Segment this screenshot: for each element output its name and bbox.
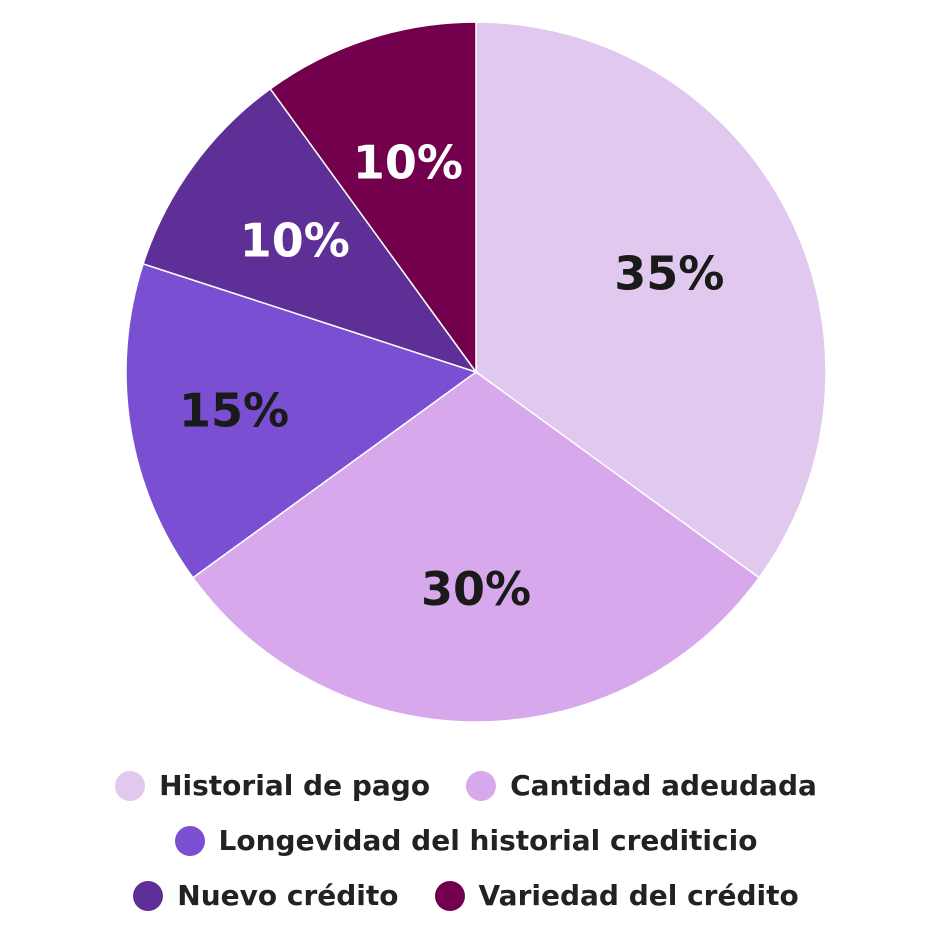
pie-slice: [269, 21, 477, 375]
legend-item: Longevidad del historial crediticio: [174, 824, 758, 857]
legend-row: Nuevo crédito Variedad del crédito: [0, 868, 932, 923]
legend: Historial de pago Cantidad adeudada Longev…: [0, 758, 932, 923]
legend-label: Variedad del crédito: [478, 879, 799, 912]
legend-item: Historial de pago: [115, 769, 430, 802]
legend-item: Nuevo crédito: [133, 879, 399, 912]
legend-swatch: [434, 880, 465, 911]
legend-label: Longevidad del historial crediticio: [218, 824, 758, 857]
slice-label: 35%: [614, 247, 724, 301]
slice-label: 10%: [240, 213, 350, 267]
pie-slices: [125, 21, 827, 723]
pie-labels: 35% 30% 15% 10%10%: [179, 135, 724, 616]
legend-item: Variedad del crédito: [434, 879, 799, 912]
legend-label: Historial de pago: [159, 769, 431, 802]
legend-swatch: [466, 770, 497, 801]
legend-row: Historial de pago Cantidad adeudada: [0, 758, 932, 813]
legend-item: Cantidad adeudada: [466, 769, 817, 802]
pie-slice: [191, 371, 761, 723]
slice-label: 15%: [179, 383, 289, 437]
slice-label: 30%: [421, 562, 531, 616]
pie-slice: [142, 87, 478, 374]
pie-slice: [125, 262, 478, 579]
pie-chart: 35% 30% 15% 10%10%: [125, 21, 827, 723]
pie-slice: [475, 21, 827, 579]
legend-row: Longevidad del historial crediticio: [0, 813, 932, 868]
legend-swatch: [115, 770, 146, 801]
legend-label: Nuevo crédito: [177, 879, 399, 912]
slice-label: 10%: [353, 135, 463, 189]
legend-swatch: [174, 825, 205, 856]
legend-swatch: [133, 880, 164, 911]
legend-label: Cantidad adeudada: [510, 769, 817, 802]
